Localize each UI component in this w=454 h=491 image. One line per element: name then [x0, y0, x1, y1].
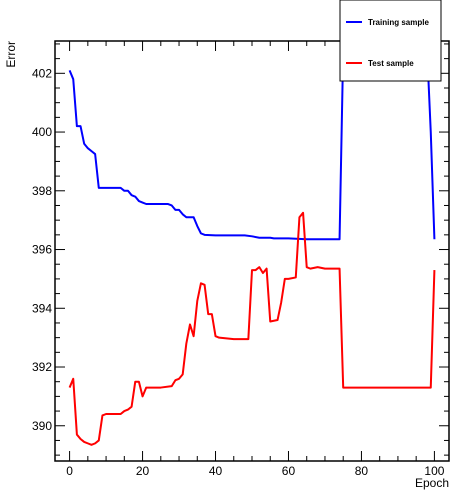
x-tick-label: 60: [282, 464, 296, 478]
x-axis-label: Epoch: [415, 476, 449, 490]
axis-layer: 0 20 40 60 80 100 390 392 394 396 398 400 402: [32, 41, 449, 478]
legend: Training sample Test sample: [339, 0, 442, 82]
legend-label-test: Test sample: [368, 59, 414, 68]
series-line-test: [68, 211, 436, 446]
plot-layer: [68, 48, 436, 446]
y-tick-label: 390: [32, 419, 52, 433]
series-line-training: [68, 48, 436, 241]
y-tick-label: 394: [32, 301, 52, 315]
y-axis-label: Error: [4, 41, 18, 68]
x-tick-label: 100: [424, 464, 444, 478]
x-tick-label: 20: [136, 464, 150, 478]
x-tick-label: 80: [355, 464, 369, 478]
y-tick-label: 398: [32, 184, 52, 198]
x-tick-label: 40: [209, 464, 223, 478]
y-tick-label: 392: [32, 360, 52, 374]
y-tick-label: 402: [32, 66, 52, 80]
legend-box: [339, 0, 442, 82]
y-tick-label: 400: [32, 125, 52, 139]
legend-label-training: Training sample: [368, 18, 429, 27]
y-tick-label: 396: [32, 243, 52, 257]
x-tick-label: 0: [66, 464, 73, 478]
